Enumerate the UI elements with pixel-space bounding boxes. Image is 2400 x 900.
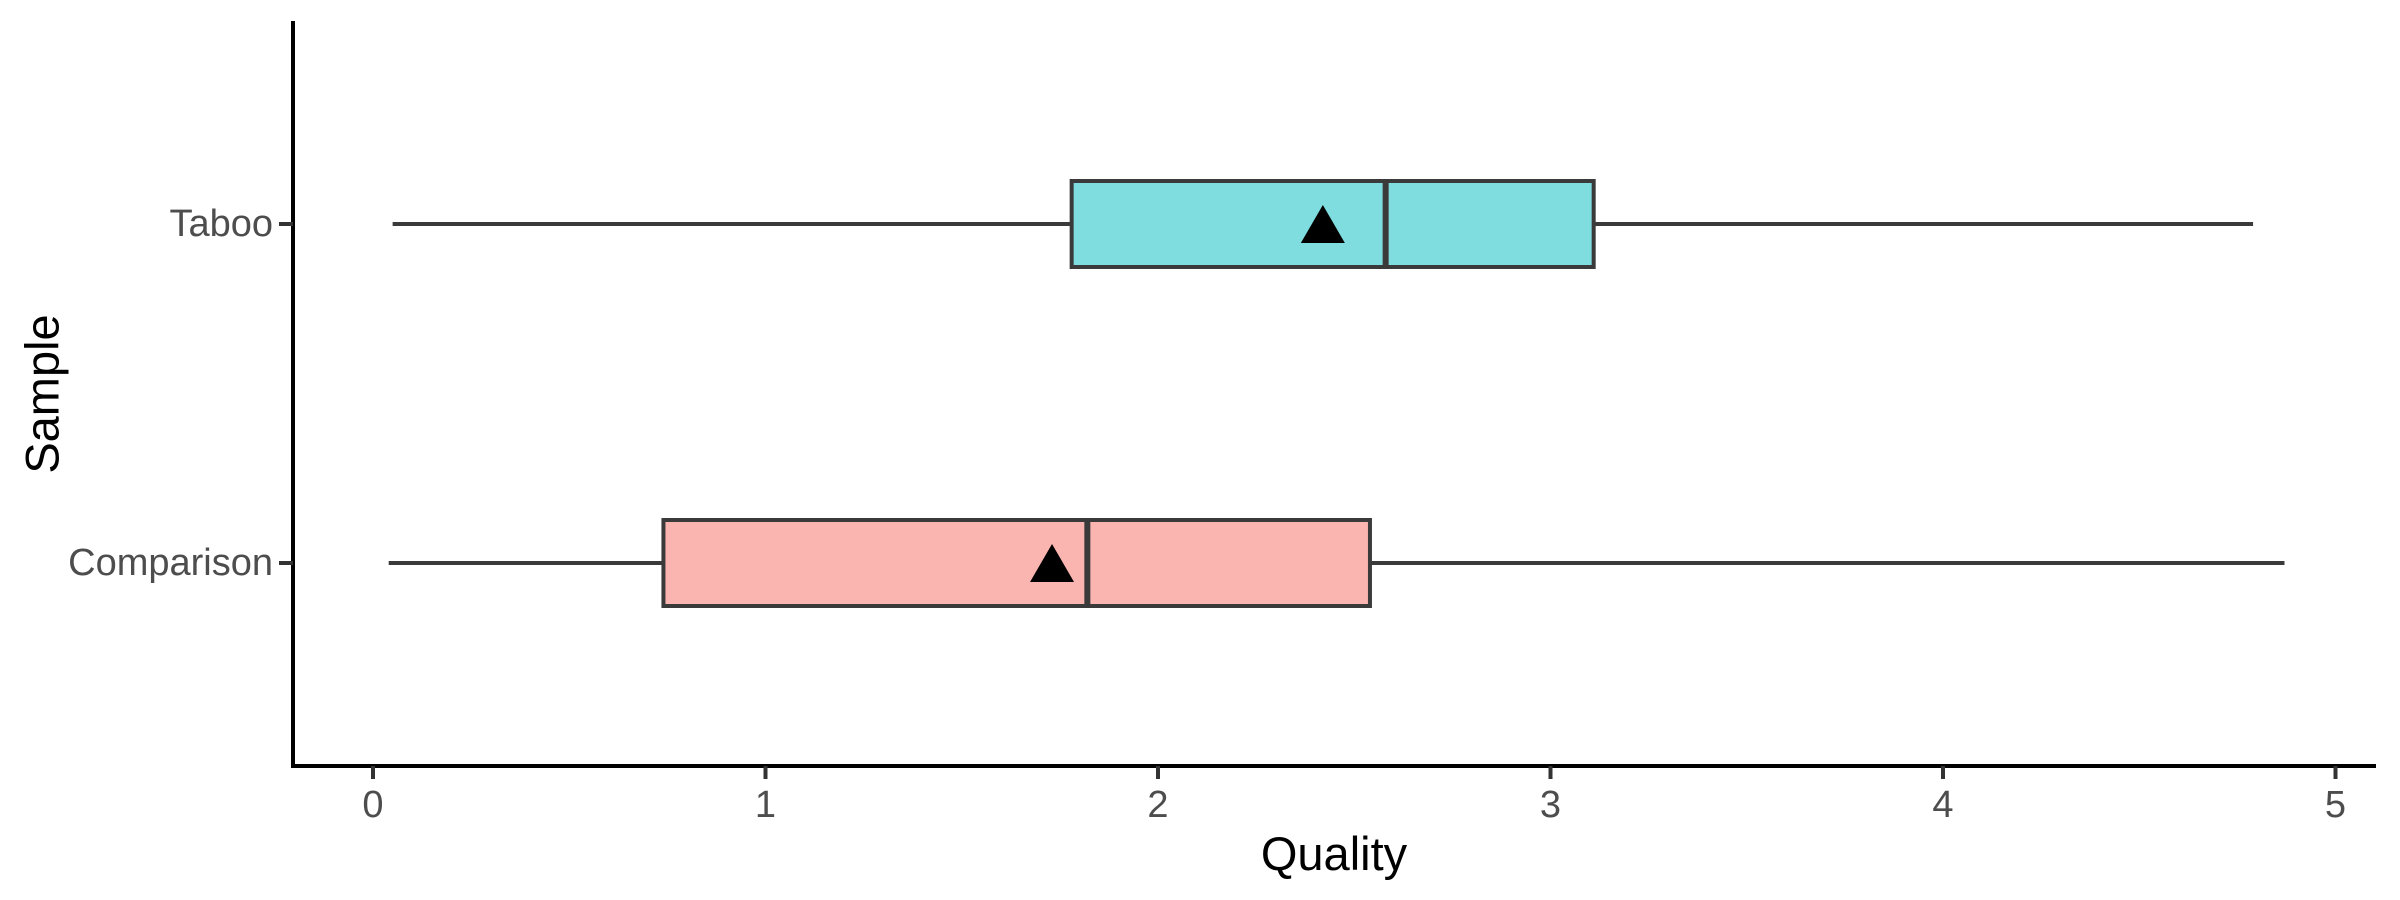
x-tick-label-2: 2: [1147, 784, 1169, 826]
x-tick-label-4: 4: [1932, 784, 1954, 826]
y-category-label-taboo: Taboo: [169, 203, 273, 245]
mean-marker-comparison: [1030, 544, 1075, 582]
x-tick-label-1: 1: [754, 784, 777, 826]
x-tick-label-0: 0: [362, 784, 384, 826]
x-axis-title: Quality: [1260, 827, 1408, 880]
x-tick-label-3: 3: [1539, 784, 1562, 826]
y-axis-title: Sample: [15, 314, 69, 474]
y-category-label-comparison: Comparison: [68, 542, 273, 584]
x-tick-label-5: 5: [2324, 784, 2347, 826]
box-comparison: [661, 518, 1372, 608]
mean-marker-taboo: [1300, 205, 1345, 243]
